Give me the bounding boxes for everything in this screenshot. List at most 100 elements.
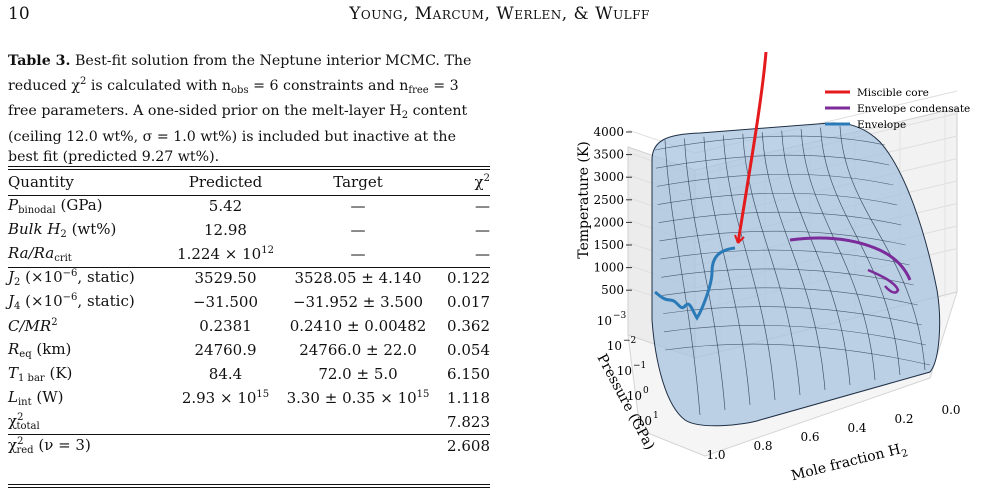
surface-body xyxy=(651,122,941,427)
cell-reduced-label: χ2red (ν = 3) xyxy=(8,436,91,456)
x-tick-label: 0.4 xyxy=(847,421,866,435)
z-axis-label: Temperature (K) xyxy=(576,141,592,259)
cell-chi2: 6.150 xyxy=(447,365,490,383)
cell-predicted: 5.42 xyxy=(208,197,243,215)
col-quantity: Quantity xyxy=(8,173,74,191)
x-axis-label: Mole fraction H2 xyxy=(790,440,910,487)
cell-target: 24766.0 ± 22.0 xyxy=(299,341,417,359)
legend-label: Envelope condensate xyxy=(857,103,970,115)
table-row: Pbinodal (GPa) 5.42 — — xyxy=(8,194,490,218)
cell-target: — xyxy=(350,245,366,263)
table-row-reduced: χ2red (ν = 3) 2.608 xyxy=(8,434,490,458)
table-row: Ra/Racrit 1.224 × 1012 — — xyxy=(8,242,490,266)
z-tick-label: 4000 xyxy=(593,125,624,139)
results-table: Quantity Predicted Target χ2 Pbinodal (G… xyxy=(8,170,490,458)
cell-quantity: J4 (×10−6, static) xyxy=(8,292,135,312)
caption-label: Table 3. xyxy=(8,53,71,69)
cell-quantity: T1 bar (K) xyxy=(8,364,73,384)
y-tick-label: 10 xyxy=(597,314,612,328)
cell-chi2: 0.054 xyxy=(447,341,490,359)
miscible-core-line xyxy=(736,51,768,244)
table-header-row: Quantity Predicted Target χ2 xyxy=(8,170,490,194)
cell-target: 72.0 ± 5.0 xyxy=(318,365,398,383)
cell-reduced-value: 2.608 xyxy=(447,437,490,455)
mesh-line xyxy=(656,173,894,187)
phase-surface-figure: 4000 3500 3000 2500 2000 1500 1000 500 Temperatu… xyxy=(576,51,970,487)
cell-quantity: Req (km) xyxy=(8,340,72,360)
condensate-line-2 xyxy=(867,268,900,294)
col-chi2: χ2 xyxy=(474,173,490,191)
cell-chi2: 0.017 xyxy=(447,293,490,311)
cell-target: — xyxy=(350,197,366,215)
y-tick-label: 10 xyxy=(637,414,652,428)
mesh-line xyxy=(664,325,926,346)
mesh-line xyxy=(820,127,901,376)
cell-quantity: Ra/Racrit xyxy=(8,244,72,264)
cell-target: 3528.05 ± 4.140 xyxy=(294,269,422,287)
cell-predicted: 2.93 × 1015 xyxy=(181,389,270,407)
mesh-line xyxy=(761,132,826,391)
cell-chi2: — xyxy=(475,197,490,215)
cell-predicted: 24760.9 xyxy=(194,341,257,359)
mesh-line xyxy=(654,135,886,151)
z-tick-label: 3500 xyxy=(593,148,624,162)
cell-predicted: 1.224 × 1012 xyxy=(177,245,274,263)
cell-target: — xyxy=(350,221,366,239)
z-tick-label: 2000 xyxy=(593,215,624,229)
envelope-line xyxy=(654,246,736,321)
miscible-core-arrow xyxy=(734,234,745,244)
y-tick-label: 10 xyxy=(617,364,632,378)
cell-target: 0.2410 ± 0.00482 xyxy=(289,317,427,335)
trajectories xyxy=(654,51,912,321)
x-tick-label: 0.8 xyxy=(753,439,772,453)
legend: Miscible core Envelope condensate Envelope xyxy=(825,87,970,131)
condensate-line xyxy=(789,236,912,281)
cell-quantity: Bulk H2 (wt%) xyxy=(8,220,117,240)
cell-chi2: 1.118 xyxy=(447,389,490,407)
x-tick-label: 0.6 xyxy=(800,430,819,444)
legend-label: Envelope xyxy=(857,119,906,131)
y-tick-exp: −3 xyxy=(613,311,627,321)
col-predicted: Predicted xyxy=(188,173,263,191)
mesh-line xyxy=(655,154,890,169)
table-row: C/MR2 0.2381 0.2410 ± 0.00482 0.362 xyxy=(8,314,490,338)
mesh-line xyxy=(663,306,922,326)
mesh-line xyxy=(660,249,910,266)
cell-quantity: Pbinodal (GPa) xyxy=(8,196,103,216)
y-tick-exp: 0 xyxy=(643,386,649,396)
z-tick-label: 1500 xyxy=(593,238,624,252)
table-row: Bulk H2 (wt%) 12.98 — — xyxy=(8,218,490,242)
z-tick-label: 1000 xyxy=(593,261,624,275)
mesh-line xyxy=(742,133,801,396)
y-tick-label: 10 xyxy=(627,389,642,403)
table-caption: Table 3. Best-fit solution from the Nept… xyxy=(8,53,472,165)
table-row-total: χ2total 7.823 xyxy=(8,410,490,434)
table-row: T1 bar (K) 84.4 72.0 ± 5.0 6.150 xyxy=(8,362,490,386)
z-tick-label: 500 xyxy=(601,283,624,297)
cell-target: −31.952 ± 3.500 xyxy=(292,293,424,311)
cell-total-label: χ2total xyxy=(8,412,40,432)
table-row: Lint (W) 2.93 × 1015 3.30 ± 0.35 × 1015 1.1… xyxy=(8,386,490,410)
mesh-line xyxy=(664,139,701,416)
cell-quantity: C/MR2 xyxy=(8,317,58,335)
mesh-line xyxy=(781,130,851,386)
mesh-line xyxy=(703,136,751,406)
mesh-line xyxy=(662,287,918,306)
legend-label: Miscible core xyxy=(857,87,929,99)
cell-predicted: 12.98 xyxy=(204,221,247,239)
z-tick-label: 3000 xyxy=(593,170,624,184)
x-tick-label: 0.0 xyxy=(941,403,960,417)
mesh-line xyxy=(664,343,931,366)
cell-quantity: J2 (×10−6, static) xyxy=(8,268,135,288)
x-tick-label: 0.2 xyxy=(894,412,913,426)
z-tick-label: 2500 xyxy=(593,193,624,207)
mesh-line xyxy=(800,129,876,381)
cell-chi2: 0.362 xyxy=(447,317,490,335)
col-target: Target xyxy=(333,173,383,191)
cell-predicted: 84.4 xyxy=(208,365,243,383)
y-tick-label: 10 xyxy=(607,339,622,353)
mesh-line xyxy=(661,268,914,286)
y-tick-exp: 1 xyxy=(653,411,659,421)
y-tick-exp: −2 xyxy=(623,336,636,346)
mesh-line xyxy=(658,211,902,226)
